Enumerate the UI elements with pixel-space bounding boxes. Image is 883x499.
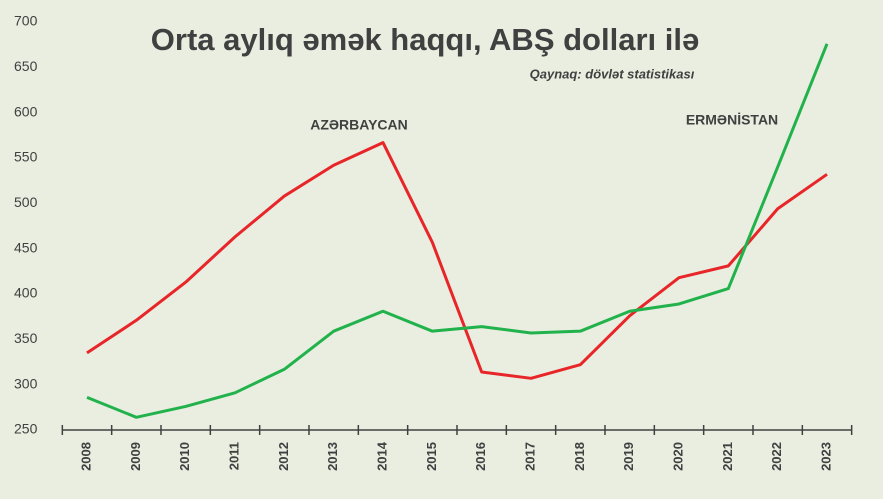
series-label: AZƏRBAYCAN [310,117,408,133]
x-tick-label: 2022 [769,442,784,471]
y-tick-label: 600 [14,103,38,119]
x-tick-label: 2011 [226,442,241,470]
x-tick-label: 2010 [177,442,192,471]
x-tick-label: 2013 [325,442,340,471]
x-tick-label: 2009 [128,442,143,471]
series-line [86,141,828,380]
y-tick-label: 700 [14,13,38,29]
y-tick-label: 250 [14,421,38,437]
x-tick-label: 2021 [720,442,735,471]
series-label: ERMƏNİSTAN [686,112,778,128]
x-tick-label: 2012 [276,442,291,471]
y-tick-label: 650 [14,58,38,74]
x-tick-label: 2017 [522,442,537,471]
x-tick-label: 2014 [374,441,389,471]
x-tick-label: 2020 [670,442,685,471]
x-tick-label: 2008 [78,442,93,471]
y-tick-label: 300 [14,375,38,391]
x-tick-label: 2018 [572,442,587,471]
y-tick-label: 450 [14,239,38,255]
series-line [86,43,829,419]
x-tick-label: 2015 [424,442,439,471]
y-tick-label: 350 [14,330,38,346]
chart-title: Orta aylıq əmək haqqı, ABŞ dolları ilə [151,22,699,57]
y-tick-label: 500 [14,194,38,210]
y-tick-label: 400 [14,285,38,301]
chart-subtitle: Qaynaq: dövlət statistikası [530,66,695,81]
x-tick-label: 2016 [473,442,488,471]
x-tick-label: 2019 [621,442,636,471]
y-tick-label: 550 [14,149,38,165]
x-tick-label: 2023 [818,442,833,471]
